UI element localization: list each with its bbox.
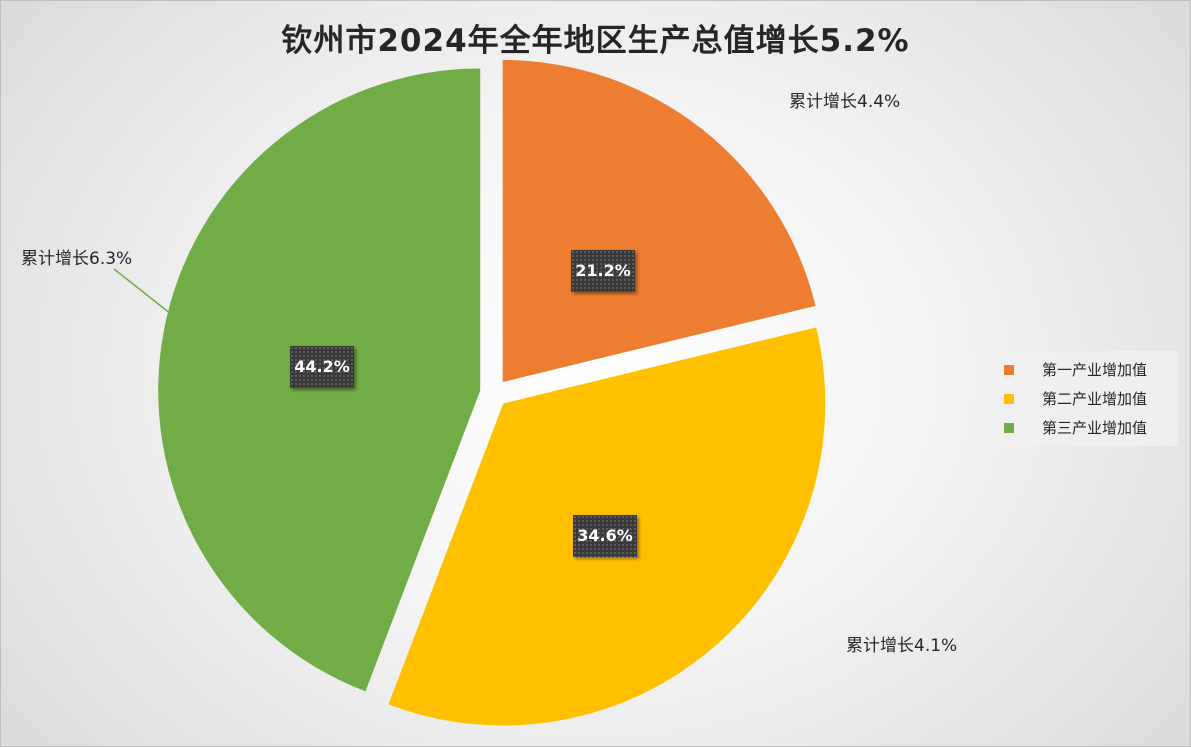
legend-label-primary: 第一产业增加值 xyxy=(1042,361,1148,379)
legend-item-primary: 第一产业增加值 xyxy=(998,355,1178,384)
legend-swatch-primary xyxy=(1004,364,1014,375)
legend-label-secondary: 第二产业增加值 xyxy=(1042,390,1148,408)
annotation-leader-line xyxy=(113,268,172,315)
legend: 第一产业增加值 第二产业增加值 第三产业增加值 xyxy=(998,351,1178,446)
slice-value-label-1: 21.2% xyxy=(571,250,635,292)
pie-slice-primary xyxy=(502,59,816,382)
legend-item-secondary: 第二产业增加值 xyxy=(998,384,1178,413)
annotation-secondary-growth: 累计增长4.1% xyxy=(846,636,958,656)
legend-swatch-tertiary xyxy=(1004,422,1014,433)
slice-value-label-3: 44.2% xyxy=(290,346,354,388)
annotation-primary-growth: 累计增长4.4% xyxy=(789,92,901,112)
legend-item-tertiary: 第三产业增加值 xyxy=(998,413,1178,442)
chart-title: 钦州市2024年全年地区生产总值增长5.2% xyxy=(281,23,910,59)
annotation-tertiary-growth: 累计增长6.3% xyxy=(21,249,133,269)
legend-label-tertiary: 第三产业增加值 xyxy=(1042,419,1148,437)
slice-value-label-2: 34.6% xyxy=(573,515,637,557)
legend-swatch-secondary xyxy=(1004,393,1014,404)
